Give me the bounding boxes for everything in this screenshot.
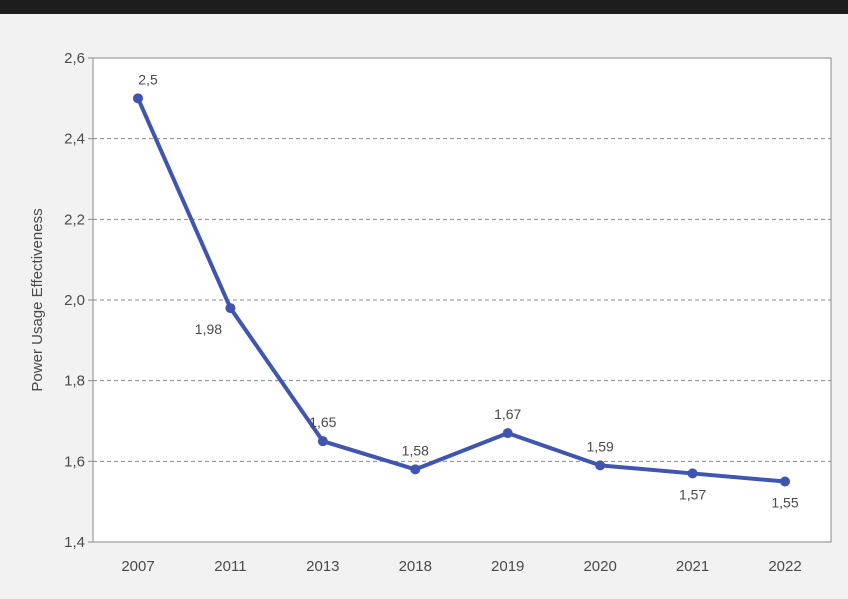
y-tick-label: 2,4 [64, 131, 85, 148]
y-tick-label: 2,0 [64, 292, 85, 309]
plot-area [93, 58, 831, 542]
data-labels: 2,5 1,98 1,65 1,58 1,67 1,59 1,57 1,55 [138, 71, 799, 510]
x-tick-label: 2018 [399, 558, 432, 575]
data-point [317, 436, 328, 447]
x-tick-label: 2011 [214, 558, 246, 575]
data-label: 2,5 [138, 71, 158, 87]
x-tick-label: 2019 [491, 558, 524, 575]
data-point [595, 460, 606, 471]
data-label: 1,57 [679, 486, 706, 502]
y-tick-label: 1,6 [64, 453, 85, 470]
x-tick-label: 2007 [121, 558, 154, 575]
y-tick-label: 1,8 [64, 373, 85, 390]
y-axis-ticks: 1,4 1,6 1,8 2,0 2,2 2,4 2,6 [64, 50, 93, 551]
data-points [133, 93, 790, 487]
y-axis-title: Power Usage Effectiveness [29, 208, 46, 391]
data-label: 1,98 [195, 321, 222, 337]
data-point [687, 468, 698, 479]
data-label: 1,67 [494, 406, 521, 422]
data-label: 1,59 [587, 438, 614, 454]
data-label: 1,55 [771, 495, 798, 511]
data-point [225, 303, 236, 314]
x-tick-label: 2013 [306, 558, 339, 575]
x-axis-ticks: 2007 2011 2013 2018 2019 2020 2021 2022 [121, 558, 801, 575]
y-tick-label: 2,6 [64, 50, 85, 67]
gridlines [93, 138, 831, 462]
x-tick-label: 2020 [583, 558, 616, 575]
top-border-bar [0, 0, 848, 14]
data-point [780, 476, 790, 487]
y-tick-label: 2,2 [64, 211, 85, 228]
data-point [133, 93, 143, 104]
data-label: 1,65 [309, 414, 336, 430]
x-tick-label: 2022 [768, 558, 801, 575]
data-point [410, 464, 421, 475]
data-label: 1,58 [402, 442, 429, 458]
series-line [136, 96, 787, 484]
x-tick-label: 2021 [676, 558, 709, 575]
data-point [502, 428, 513, 439]
y-tick-label: 1,4 [64, 534, 85, 551]
